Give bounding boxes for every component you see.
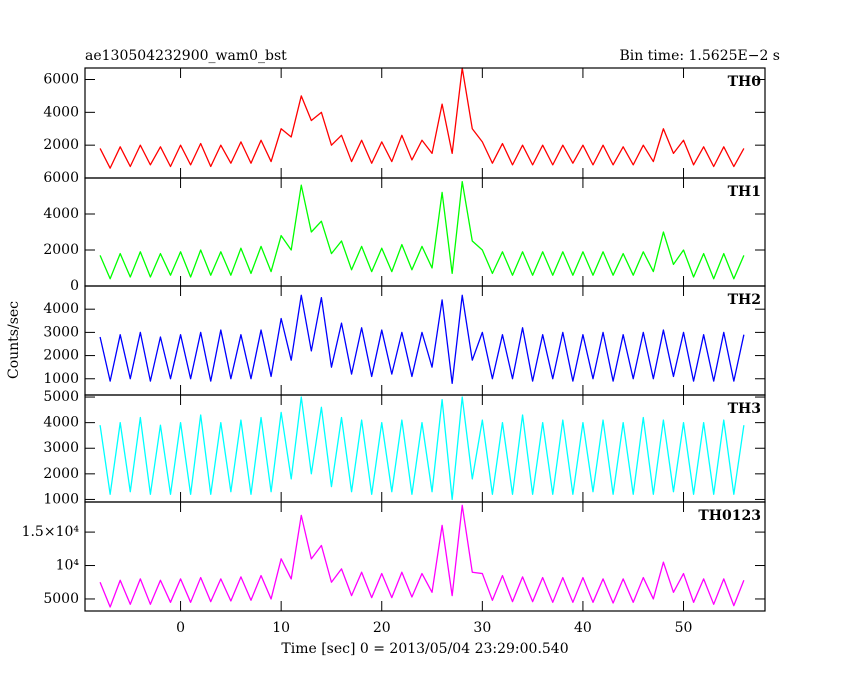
- y-tick-label: 0: [70, 278, 79, 294]
- bin-time: Bin time: 1.5625E−2 s: [619, 48, 780, 64]
- x-axis-label: Time [sec] 0 = 2013/05/04 23:29:00.540: [281, 641, 568, 657]
- light-curve: [99, 67, 745, 169]
- y-tick-label: 2000: [43, 242, 79, 258]
- panel-label: TH0123: [698, 508, 761, 524]
- panel-frame: [84, 501, 766, 612]
- y-tick-label: 6000: [43, 170, 79, 186]
- light-curve: [99, 504, 745, 608]
- y-tick-label: 2000: [43, 466, 79, 482]
- y-tick-label: 4000: [43, 206, 79, 222]
- x-tick-label: 0: [176, 620, 185, 636]
- panel-label: TH3: [728, 401, 761, 417]
- light-curve: [99, 294, 745, 385]
- panel-label: TH0: [728, 74, 762, 90]
- x-tick-label: 20: [373, 620, 391, 636]
- x-tick-label: 10: [272, 620, 290, 636]
- y-tick-label: 4000: [43, 415, 79, 431]
- y-tick-label: 2000: [43, 137, 79, 153]
- y-axis-label: Counts/sec: [6, 301, 22, 379]
- panel-frame: [84, 67, 766, 179]
- y-tick-label: 4000: [43, 301, 79, 317]
- y-tick-label: 4000: [43, 104, 79, 120]
- panel-frame: [84, 394, 766, 503]
- y-tick-label: 10⁴: [56, 558, 80, 574]
- panel-label: TH2: [728, 292, 761, 308]
- x-tick-label: 50: [675, 620, 693, 636]
- y-tick-label: 1000: [43, 491, 79, 507]
- y-tick-label: 5000: [43, 389, 79, 405]
- x-tick-label: 40: [574, 620, 592, 636]
- y-tick-label: 1000: [43, 371, 79, 387]
- y-tick-label: 2000: [43, 348, 79, 364]
- y-tick-label: 5000: [43, 591, 79, 607]
- light-curve: [99, 396, 745, 501]
- x-tick-label: 30: [473, 620, 491, 636]
- panel-label: TH1: [728, 184, 761, 200]
- chart-title: ae130504232900_wam0_bst: [85, 48, 287, 64]
- light-curve: [99, 180, 745, 280]
- y-tick-label: 3000: [43, 324, 79, 340]
- y-tick-label: 1.5×10⁴: [22, 524, 80, 540]
- y-tick-label: 6000: [43, 71, 79, 87]
- y-tick-label: 3000: [43, 440, 79, 456]
